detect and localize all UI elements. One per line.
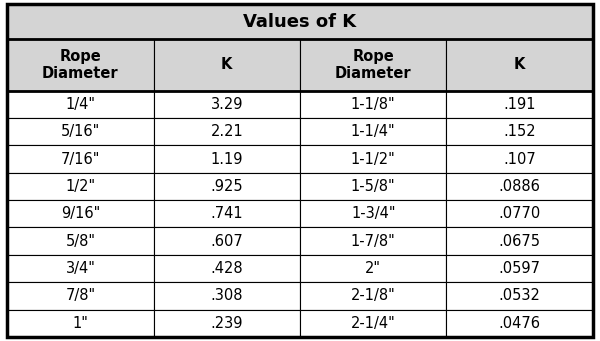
Text: 9/16": 9/16" — [61, 206, 100, 221]
Bar — [154, 145, 300, 173]
Text: .0886: .0886 — [499, 179, 541, 194]
Bar — [300, 173, 446, 200]
Bar — [446, 255, 593, 282]
Text: Values of K: Values of K — [244, 13, 356, 31]
Bar — [300, 145, 446, 173]
Bar — [446, 310, 593, 337]
Bar — [300, 200, 446, 227]
Text: .191: .191 — [503, 97, 536, 112]
Text: 7/16": 7/16" — [61, 151, 100, 166]
Bar — [7, 227, 154, 255]
Text: 1.19: 1.19 — [211, 151, 243, 166]
Text: 5/16": 5/16" — [61, 124, 100, 139]
Bar — [300, 310, 446, 337]
Bar — [300, 255, 446, 282]
Bar — [7, 255, 154, 282]
Text: .0532: .0532 — [499, 288, 541, 303]
Bar — [7, 145, 154, 173]
Bar — [446, 39, 593, 91]
Bar — [7, 118, 154, 145]
Text: 2": 2" — [365, 261, 381, 276]
Text: K: K — [514, 57, 525, 72]
Text: 1-7/8": 1-7/8" — [351, 234, 395, 249]
Bar — [7, 310, 154, 337]
Bar — [7, 39, 154, 91]
Text: .107: .107 — [503, 151, 536, 166]
Bar — [154, 118, 300, 145]
Text: .0770: .0770 — [499, 206, 541, 221]
Bar — [154, 39, 300, 91]
Text: 5/8": 5/8" — [65, 234, 95, 249]
Bar — [7, 282, 154, 310]
Bar — [300, 91, 446, 118]
Bar — [446, 118, 593, 145]
Text: .308: .308 — [211, 288, 243, 303]
Bar — [7, 173, 154, 200]
Bar — [7, 91, 154, 118]
Bar — [154, 200, 300, 227]
Bar — [446, 173, 593, 200]
Text: K: K — [221, 57, 232, 72]
Text: 1-3/4": 1-3/4" — [351, 206, 395, 221]
Bar — [154, 227, 300, 255]
Bar — [446, 227, 593, 255]
Bar — [300, 39, 446, 91]
Bar — [154, 173, 300, 200]
Bar — [154, 282, 300, 310]
Bar — [154, 91, 300, 118]
Bar — [300, 282, 446, 310]
Text: Rope
Diameter: Rope Diameter — [42, 49, 119, 81]
Text: 1-1/8": 1-1/8" — [351, 97, 395, 112]
Text: 2.21: 2.21 — [211, 124, 243, 139]
Text: .0476: .0476 — [499, 316, 541, 331]
Text: 1-1/4": 1-1/4" — [351, 124, 395, 139]
Bar — [446, 200, 593, 227]
Bar — [446, 91, 593, 118]
Text: .607: .607 — [211, 234, 243, 249]
Bar — [446, 282, 593, 310]
Text: 1/2": 1/2" — [65, 179, 95, 194]
Bar — [7, 200, 154, 227]
Bar — [300, 227, 446, 255]
Text: .0597: .0597 — [499, 261, 541, 276]
Text: .741: .741 — [211, 206, 243, 221]
Text: 7/8": 7/8" — [65, 288, 95, 303]
Text: .428: .428 — [211, 261, 243, 276]
Bar — [154, 310, 300, 337]
Text: 1/4": 1/4" — [65, 97, 95, 112]
Text: 3/4": 3/4" — [65, 261, 95, 276]
Text: 2-1/4": 2-1/4" — [351, 316, 395, 331]
Text: Rope
Diameter: Rope Diameter — [335, 49, 412, 81]
Text: 2-1/8": 2-1/8" — [351, 288, 395, 303]
Text: .239: .239 — [211, 316, 243, 331]
Text: .925: .925 — [211, 179, 243, 194]
Text: 1-5/8": 1-5/8" — [351, 179, 395, 194]
Text: 3.29: 3.29 — [211, 97, 243, 112]
Bar — [446, 145, 593, 173]
Bar — [300, 118, 446, 145]
Text: .152: .152 — [503, 124, 536, 139]
Text: .0675: .0675 — [499, 234, 541, 249]
Text: 1-1/2": 1-1/2" — [351, 151, 395, 166]
Bar — [154, 255, 300, 282]
Text: 1": 1" — [73, 316, 88, 331]
Bar — [7, 4, 593, 39]
